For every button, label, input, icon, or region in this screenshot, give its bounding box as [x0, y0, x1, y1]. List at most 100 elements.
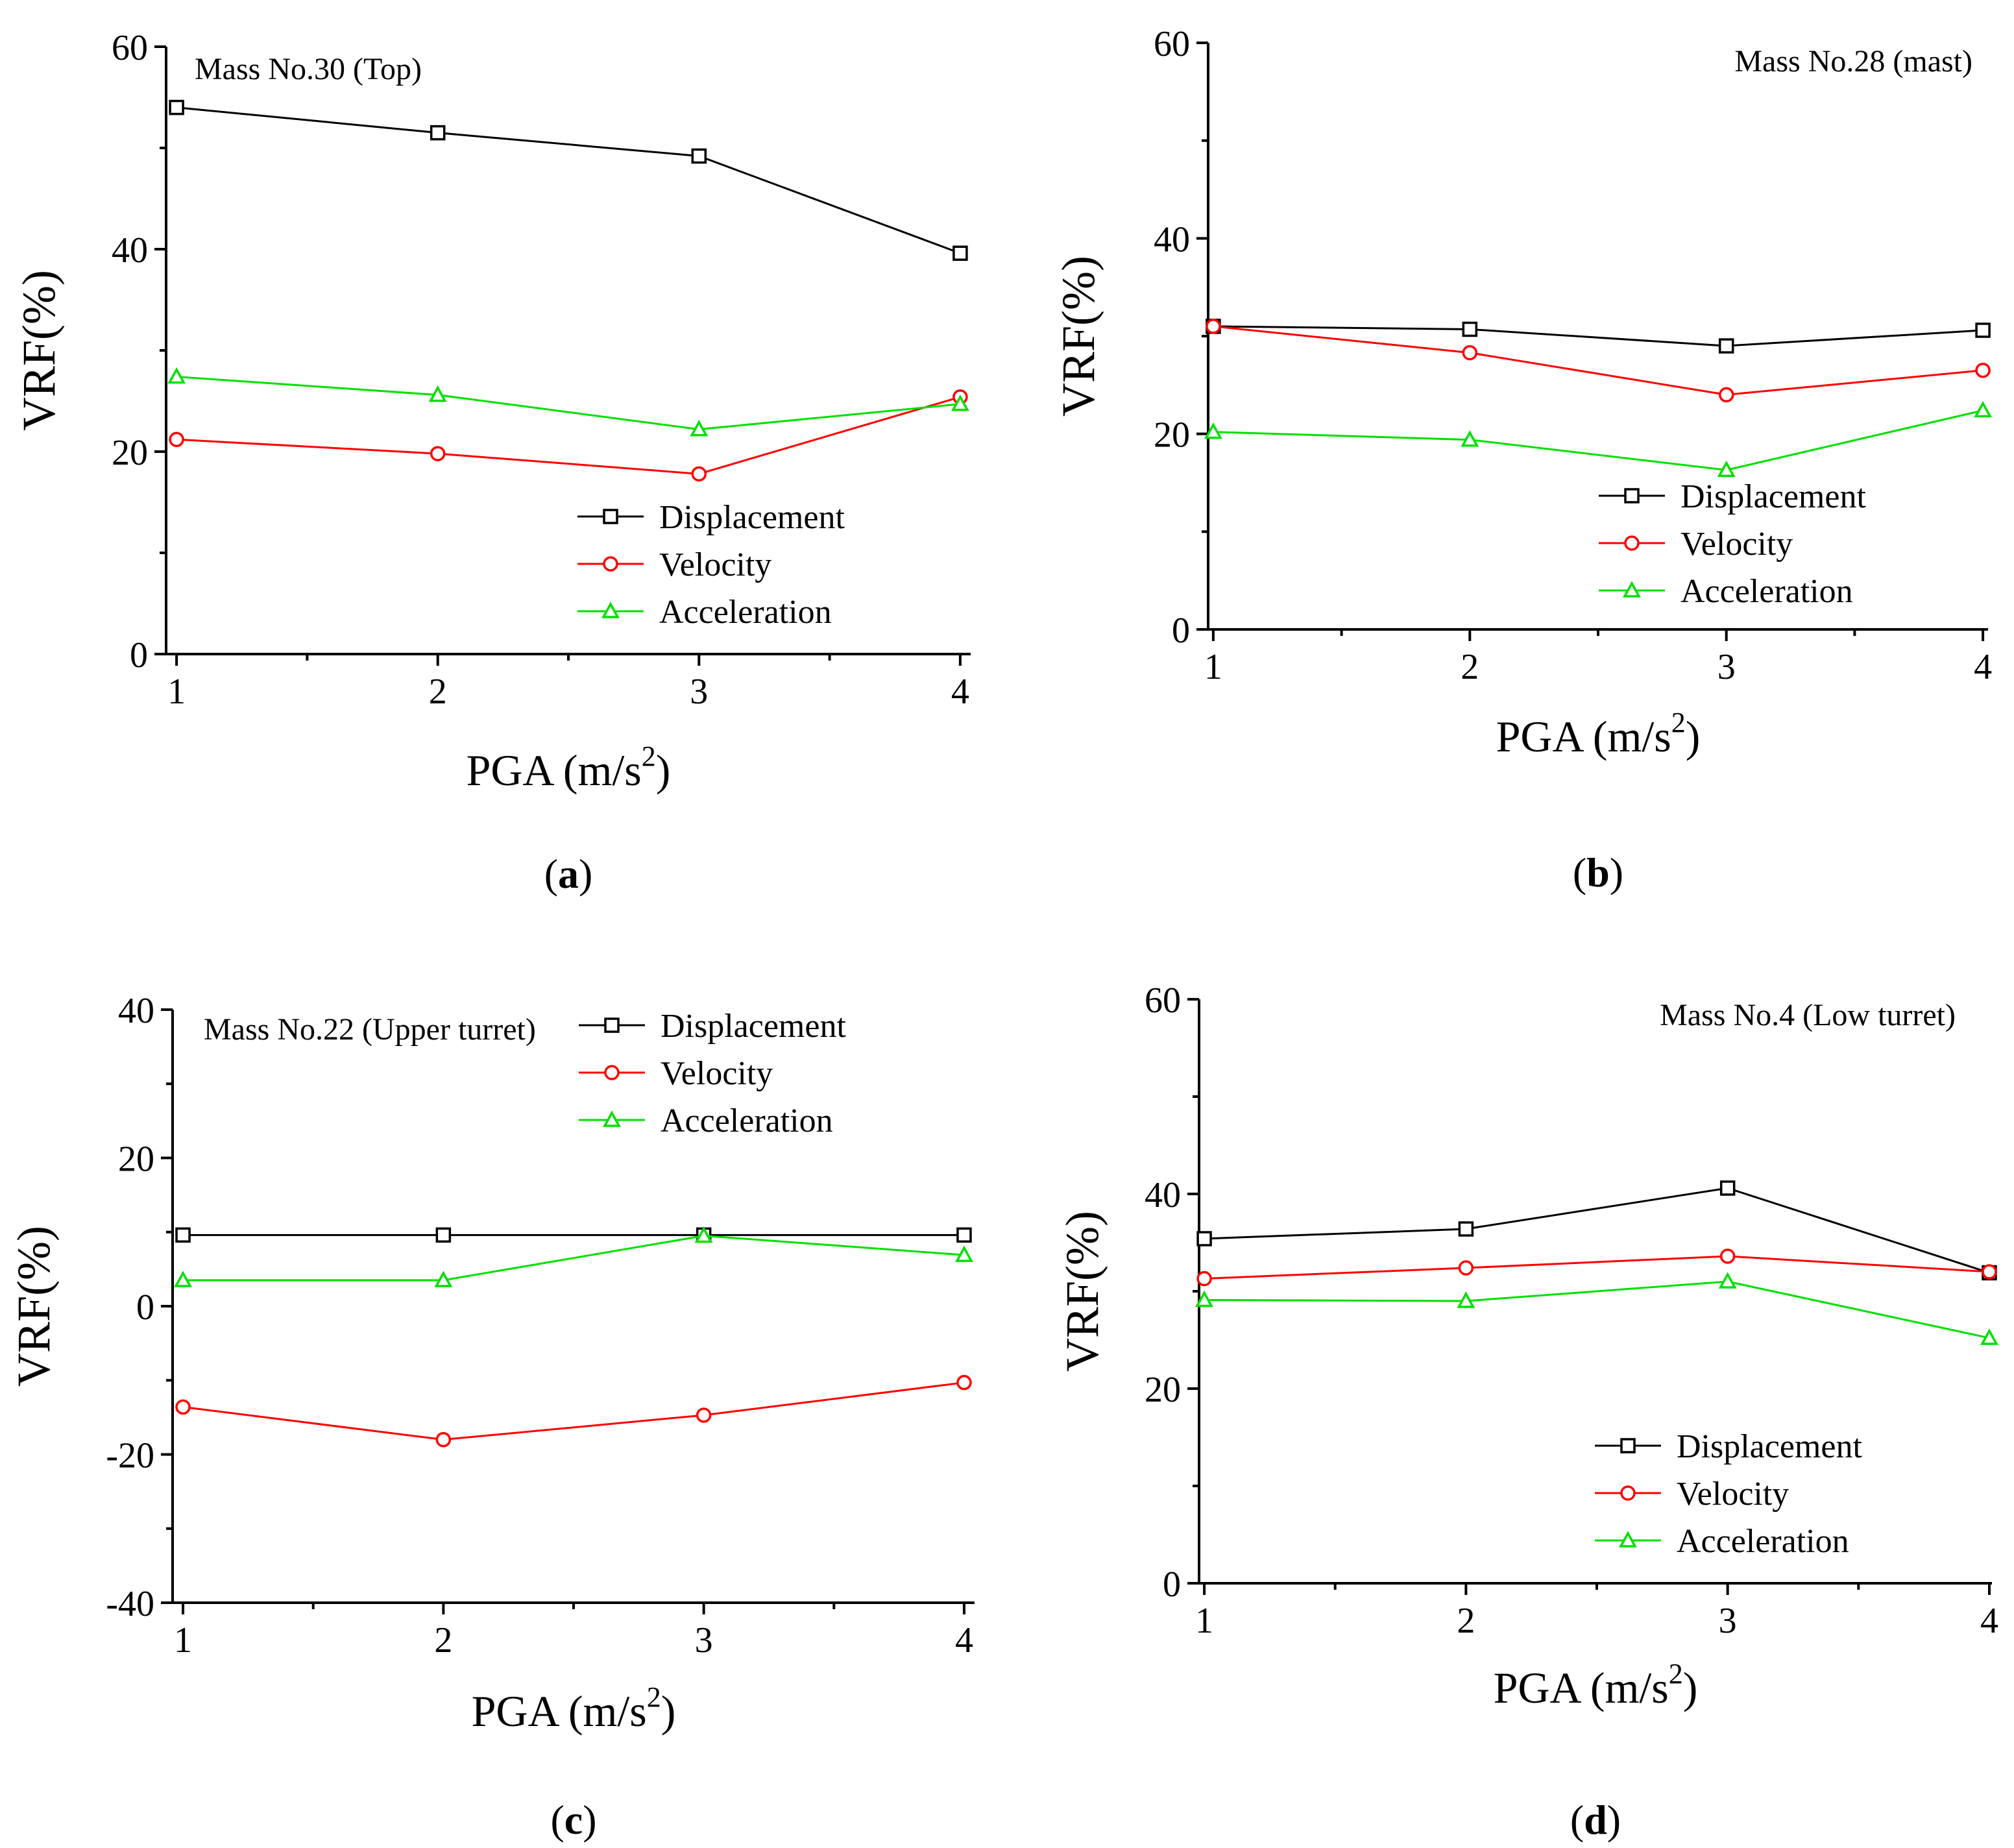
x-axis-title: PGA (m/s2) [472, 1681, 676, 1736]
legend: Displacement Velocity Acceleration [577, 499, 845, 631]
data-point-acceleration [1461, 430, 1479, 447]
legend-label: Acceleration [659, 594, 832, 631]
series-line-acceleration [1204, 1280, 1990, 1339]
caption-open: ( [544, 851, 558, 897]
data-point-acceleration [690, 420, 709, 437]
data-point-displacement [1196, 1231, 1212, 1246]
x-axis-title: PGA (m/s2) [1494, 1658, 1698, 1712]
x-axis-title: PGA (m/s2) [467, 740, 671, 795]
x-tick-label: 2 [1461, 647, 1479, 687]
data-point-velocity [175, 1399, 191, 1415]
series-velocity [1206, 319, 1991, 403]
x-tick-label: 2 [434, 1620, 452, 1660]
legend-marker-velocity [603, 556, 618, 572]
data-point-velocity [169, 432, 184, 448]
y-tick-label: -20 [106, 1436, 154, 1476]
x-axis-title-main: PGA (m/s [1496, 712, 1671, 761]
data-point-acceleration [1204, 422, 1222, 439]
data-point-velocity [956, 1374, 972, 1391]
caption-close: ) [1610, 849, 1623, 895]
data-point-velocity [435, 1431, 452, 1448]
legend-label: Displacement [659, 499, 845, 536]
y-tick-label: 20 [1145, 1370, 1181, 1410]
series-acceleration [1204, 400, 1993, 478]
panel-title: Mass No.22 (Upper turret) [204, 1012, 536, 1047]
x-axis-title-main: PGA (m/s [467, 746, 642, 795]
data-point-acceleration [1457, 1291, 1475, 1308]
y-tick-label: 0 [1172, 611, 1190, 651]
legend-label: Displacement [661, 1008, 846, 1045]
data-point-acceleration [1195, 1290, 1214, 1307]
y-tick-label: 0 [136, 1287, 154, 1328]
y-tick-label: 20 [112, 433, 148, 473]
caption-letter: b [1586, 849, 1610, 895]
data-point-acceleration [1717, 460, 1736, 478]
panel-caption: (c) [550, 1797, 596, 1843]
legend-marker-displacement [603, 509, 618, 524]
data-point-velocity [430, 446, 446, 461]
legend-label: Velocity [661, 1055, 773, 1092]
legend-label: Acceleration [1680, 573, 1853, 610]
data-point-displacement [1458, 1221, 1474, 1237]
series-acceleration [167, 367, 969, 437]
series-velocity [175, 1374, 972, 1448]
x-axis-title-sup: 2 [647, 1681, 661, 1713]
caption-letter: a [558, 851, 579, 897]
series-line-velocity [1204, 1255, 1990, 1280]
y-tick-label: 40 [1145, 1175, 1181, 1215]
x-tick-label: 1 [167, 672, 186, 712]
y-tick-label: 0 [130, 635, 148, 675]
y-tick-label: 40 [1154, 219, 1190, 260]
data-point-acceleration [694, 1226, 713, 1243]
series-line-acceleration [183, 1234, 965, 1282]
panel-caption: (b) [1573, 849, 1623, 895]
data-point-velocity [1719, 1248, 1736, 1264]
data-point-displacement [1462, 321, 1478, 337]
x-tick-label: 4 [1980, 1601, 1998, 1641]
x-axis-title-sup: 2 [642, 740, 656, 772]
x-axis-title-close: ) [656, 746, 671, 795]
series-displacement [169, 99, 968, 261]
x-axis-title-close: ) [661, 1686, 676, 1736]
x-tick-label: 4 [951, 672, 969, 712]
legend-label: Velocity [1680, 526, 1793, 563]
panel-title: Mass No.28 (mast) [1734, 44, 1972, 79]
legend-marker-acceleration [1623, 581, 1641, 598]
legend-label: Velocity [659, 546, 771, 583]
data-point-velocity [1982, 1264, 1997, 1280]
data-point-displacement [1719, 1180, 1736, 1196]
data-point-velocity [696, 1407, 712, 1423]
legend-marker-acceleration [603, 1110, 621, 1127]
legend-label: Displacement [1677, 1428, 1862, 1465]
data-point-velocity [1458, 1260, 1474, 1276]
data-point-acceleration [174, 1270, 193, 1287]
series-velocity [169, 389, 968, 482]
legend-marker-velocity [1624, 535, 1640, 551]
y-tick-label: 40 [118, 991, 154, 1031]
y-tick-label: 0 [1163, 1564, 1181, 1605]
data-point-displacement [956, 1227, 972, 1243]
data-point-displacement [435, 1227, 452, 1243]
caption-open: ( [1570, 1797, 1584, 1843]
x-tick-label: 4 [955, 1620, 973, 1660]
series-line-acceleration [176, 376, 961, 431]
legend-marker-velocity [1620, 1485, 1636, 1501]
data-point-displacement [430, 125, 446, 141]
x-tick-label: 3 [690, 672, 708, 712]
panel-caption: (d) [1570, 1797, 1621, 1843]
data-point-displacement [1975, 322, 1991, 338]
legend-marker-velocity [604, 1065, 620, 1080]
data-point-velocity [691, 466, 707, 482]
y-axis-title: VRF(%) [1056, 1211, 1108, 1372]
legend-marker-displacement [1620, 1438, 1636, 1453]
x-axis-title-close: ) [1686, 712, 1701, 761]
data-point-acceleration [954, 1245, 973, 1262]
x-tick-label: 3 [695, 1620, 713, 1660]
y-tick-label: 60 [1154, 24, 1190, 64]
legend: Displacement Velocity Acceleration [1595, 1428, 1862, 1560]
caption-letter: d [1584, 1797, 1607, 1843]
